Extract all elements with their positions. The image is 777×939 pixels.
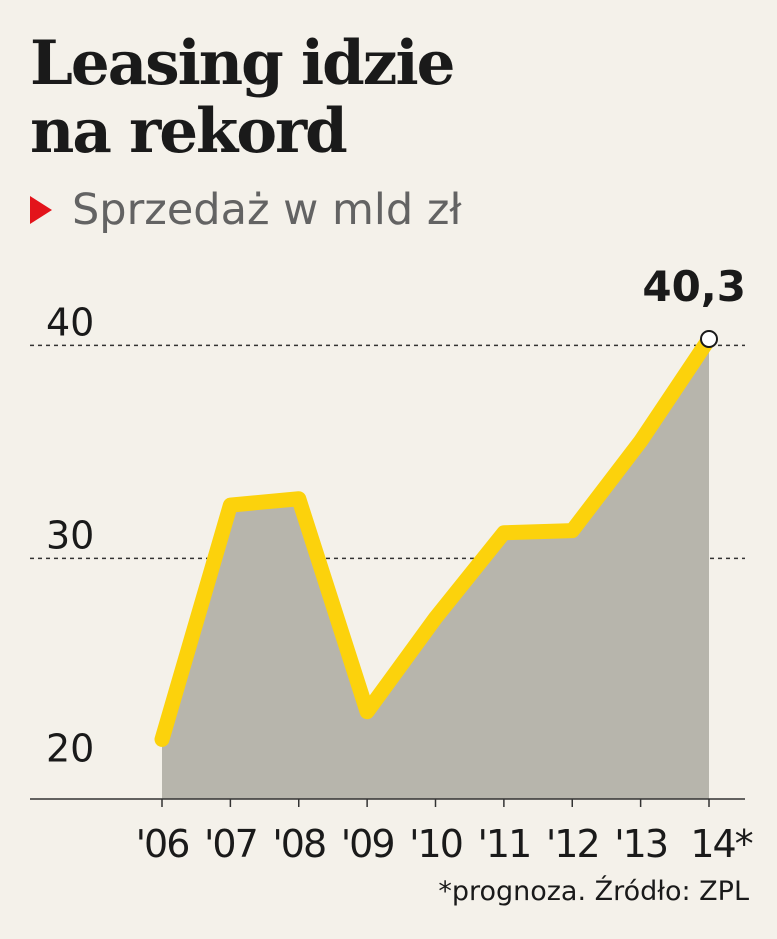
x-tick-label: '12	[546, 822, 599, 866]
source-note: *prognoza. Źródło: ZPL	[438, 876, 749, 907]
data-label-last: 40,3	[642, 262, 746, 311]
chart-subtitle-text: Sprzedaż w mld zł	[72, 185, 462, 235]
y-tick-label-30: 30	[46, 513, 94, 557]
chart-area: 20 30 40 '06 '07 '08 '09 '10 '11 '12 '13 14* 40,3	[30, 262, 755, 866]
chart-subtitle: Sprzedaż w mld zł	[30, 182, 462, 238]
x-tick-label: '11	[477, 822, 530, 866]
y-tick-label-40: 40	[46, 300, 94, 344]
chart-title-line-1: Leasing idzie	[30, 28, 455, 99]
x-tick-label: '09	[341, 822, 394, 866]
chart-title-line-2: na rekord	[30, 96, 348, 167]
chart-title: Leasing idzie na rekord	[30, 28, 455, 167]
x-tick-labels: '06 '07 '08 '09 '10 '11 '12 '13 14*	[136, 822, 755, 866]
y-tick-label-20: 20	[46, 726, 94, 770]
x-tick-label: '07	[204, 822, 257, 866]
series-line	[154, 331, 717, 747]
y-tick-labels: 20 30 40	[46, 300, 94, 770]
x-tick-label: 14*	[690, 822, 752, 866]
series-area	[162, 339, 709, 799]
x-tick-label: '06	[136, 822, 189, 866]
x-tick-label: '10	[409, 822, 462, 866]
triangle-bullet-icon	[30, 196, 52, 224]
last-point-marker	[700, 330, 718, 348]
x-tick-label: '08	[272, 822, 325, 866]
x-tick-label: '13	[614, 822, 667, 866]
x-tick-marks	[161, 799, 710, 807]
